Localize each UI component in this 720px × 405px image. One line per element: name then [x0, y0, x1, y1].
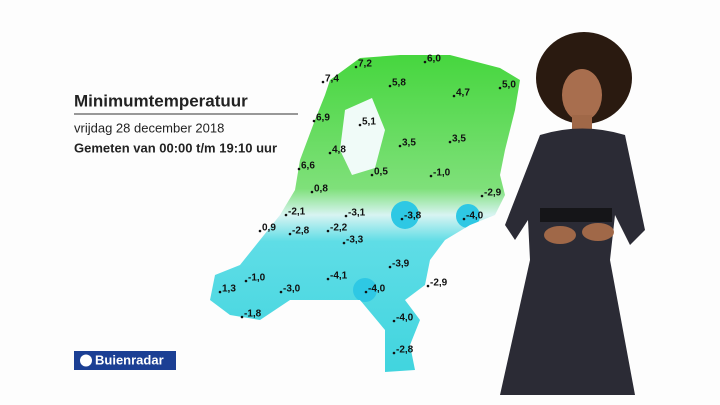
station-dot — [388, 265, 392, 269]
temperature-label: -3,8 — [404, 211, 422, 222]
presenter — [500, 32, 645, 395]
station-dot — [354, 65, 358, 69]
station-dot — [328, 151, 332, 155]
temperature-label: 1,3 — [222, 284, 236, 295]
temperature-label: -2,9 — [430, 278, 448, 289]
station-dot — [326, 277, 330, 281]
title: Minimumtemperatuur — [74, 91, 248, 110]
station-dot — [448, 140, 452, 144]
temperature-label: -2,8 — [292, 226, 310, 237]
temperature-label: -1,8 — [244, 309, 262, 320]
temperature-labels: 7,2 6,0 7,4 5,8 5,0 4,7 6,9 5,1 4,8 3,5 3,5 6,6 0,8 0… — [218, 54, 516, 356]
station-dot — [279, 290, 283, 294]
station-dot — [498, 86, 502, 90]
temperature-label: -2,1 — [288, 207, 306, 218]
temperature-label: -4,1 — [330, 271, 348, 282]
station-dot — [284, 213, 288, 217]
station-dot — [392, 319, 396, 323]
temperature-label: 3,5 — [452, 134, 466, 145]
cold-spot — [456, 204, 480, 228]
station-dot — [310, 190, 314, 194]
station-dot — [321, 80, 325, 84]
temperature-label: 5,0 — [502, 80, 516, 91]
temperature-label: 6,9 — [316, 113, 330, 124]
temperature-label: 0,9 — [262, 223, 276, 234]
temperature-label: -4,0 — [466, 211, 484, 222]
station-dot — [388, 84, 392, 88]
temperature-label: 0,8 — [314, 184, 328, 195]
logo-text: Buienradar — [95, 352, 164, 367]
temperature-label: 5,1 — [362, 117, 376, 128]
subtitle: Gemeten van 00:00 t/m 19:10 uur — [74, 140, 277, 155]
station-dot — [462, 217, 466, 221]
temperature-label: -1,0 — [433, 168, 451, 179]
station-dot — [392, 351, 396, 355]
station-dot — [342, 241, 346, 245]
station-dot — [423, 60, 427, 64]
station-dot — [426, 284, 430, 288]
temperature-label: 7,2 — [358, 59, 372, 70]
face — [562, 69, 602, 121]
station-dot — [312, 119, 316, 123]
hand — [582, 223, 614, 241]
temperature-label: 6,6 — [301, 161, 315, 172]
lake — [340, 98, 385, 175]
temperature-label: -3,1 — [348, 208, 366, 219]
temperature-label: -1,0 — [248, 273, 266, 284]
temperature-label: 6,0 — [427, 54, 441, 65]
hand — [544, 226, 576, 244]
station-dot — [326, 229, 330, 233]
temperature-label: -2,9 — [484, 188, 502, 199]
station-dot — [429, 174, 433, 178]
cold-spot — [391, 201, 419, 229]
station-dot — [258, 229, 262, 233]
station-dot — [240, 315, 244, 319]
logo-box — [74, 351, 176, 370]
temperature-label: 4,7 — [456, 88, 470, 99]
temperature-label: -3,0 — [283, 284, 301, 295]
station-dot — [344, 214, 348, 218]
station-dot — [244, 279, 248, 283]
station-dot — [480, 194, 484, 198]
logo-icon — [80, 354, 92, 367]
temperature-label: -2,8 — [396, 345, 414, 356]
temperature-label: -3,3 — [346, 235, 364, 246]
temperature-label: -4,0 — [396, 313, 414, 324]
station-dot — [218, 290, 222, 294]
station-dot — [358, 123, 362, 127]
belt — [540, 208, 612, 222]
station-dot — [370, 173, 374, 177]
cold-spot — [353, 278, 377, 302]
station-dot — [288, 232, 292, 236]
temperature-label: -2,2 — [330, 223, 348, 234]
station-dot — [398, 144, 402, 148]
station-dot — [400, 217, 404, 221]
station-dot — [364, 290, 368, 294]
station-dot — [297, 167, 301, 171]
temperature-label: -4,0 — [368, 284, 386, 295]
date: vrijdag 28 december 2018 — [74, 120, 224, 135]
temperature-label: 0,5 — [374, 167, 388, 178]
temperature-label: 4,8 — [332, 145, 346, 156]
dress — [500, 128, 645, 395]
temperature-label: 5,8 — [392, 78, 406, 89]
temperature-label: 7,4 — [325, 74, 339, 85]
temperature-label: -3,9 — [392, 259, 410, 270]
station-dot — [452, 94, 456, 98]
temperature-label: 3,5 — [402, 138, 416, 149]
